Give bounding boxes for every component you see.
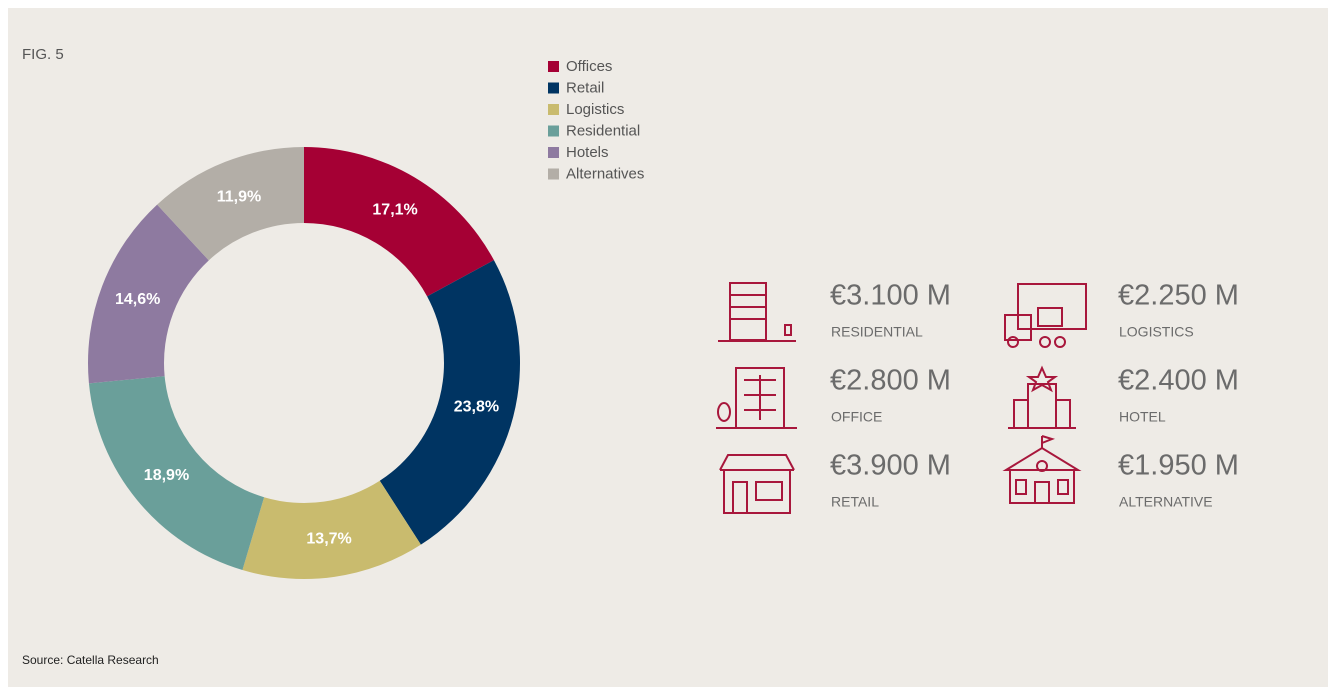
icon-hotel <box>1008 365 1076 429</box>
slice <box>88 204 209 384</box>
stat-value: €2.250 M <box>1118 280 1239 312</box>
stat-label: LOGISTICS <box>1119 324 1194 340</box>
legend-swatch <box>548 147 559 158</box>
data-label: 13,7% <box>306 530 351 547</box>
stat-value: €1.950 M <box>1118 450 1239 482</box>
data-label: 17,1% <box>372 201 417 218</box>
icon-logistics <box>1004 283 1087 348</box>
icon-residential <box>718 282 796 342</box>
stat-label: HOTEL <box>1119 409 1166 425</box>
stat-value: €2.400 M <box>1118 365 1239 397</box>
legend-swatch <box>548 82 559 94</box>
legend-label: Hotels <box>566 144 609 161</box>
slice <box>242 480 421 579</box>
stat-value: €3.900 M <box>830 450 951 482</box>
legend-swatch <box>548 104 559 115</box>
slice <box>304 147 494 297</box>
data-label: 23,8% <box>454 398 499 415</box>
data-label: 14,6% <box>115 291 160 308</box>
icons <box>716 282 1087 514</box>
stat-label: OFFICE <box>831 409 882 425</box>
slice <box>379 260 520 545</box>
stat-label: RESIDENTIAL <box>831 324 923 340</box>
legend-swatch <box>548 61 559 72</box>
legend-swatch <box>548 125 559 137</box>
legend-swatch <box>548 168 559 180</box>
source: Source: Catella Research <box>22 653 159 667</box>
legend-label: Retail <box>566 79 604 96</box>
slice <box>157 147 304 261</box>
legend-label: Offices <box>566 58 612 75</box>
slice <box>88 376 265 571</box>
figure-label: FIG. 5 <box>22 46 64 63</box>
data-label: 18,9% <box>144 467 189 484</box>
icon-alternative <box>1002 435 1082 504</box>
stat-label: ALTERNATIVE <box>1119 494 1213 510</box>
icon-retail <box>719 454 795 514</box>
stat-label: RETAIL <box>831 494 879 510</box>
legend-label: Alternatives <box>566 165 644 182</box>
panel <box>8 8 1328 687</box>
legend-label: Residential <box>566 122 640 139</box>
stat-value: €3.100 M <box>830 280 951 312</box>
legend-label: Logistics <box>566 101 624 118</box>
icon-office <box>716 367 797 429</box>
data-label: 11,9% <box>217 189 261 206</box>
stat-value: €2.800 M <box>830 365 951 397</box>
